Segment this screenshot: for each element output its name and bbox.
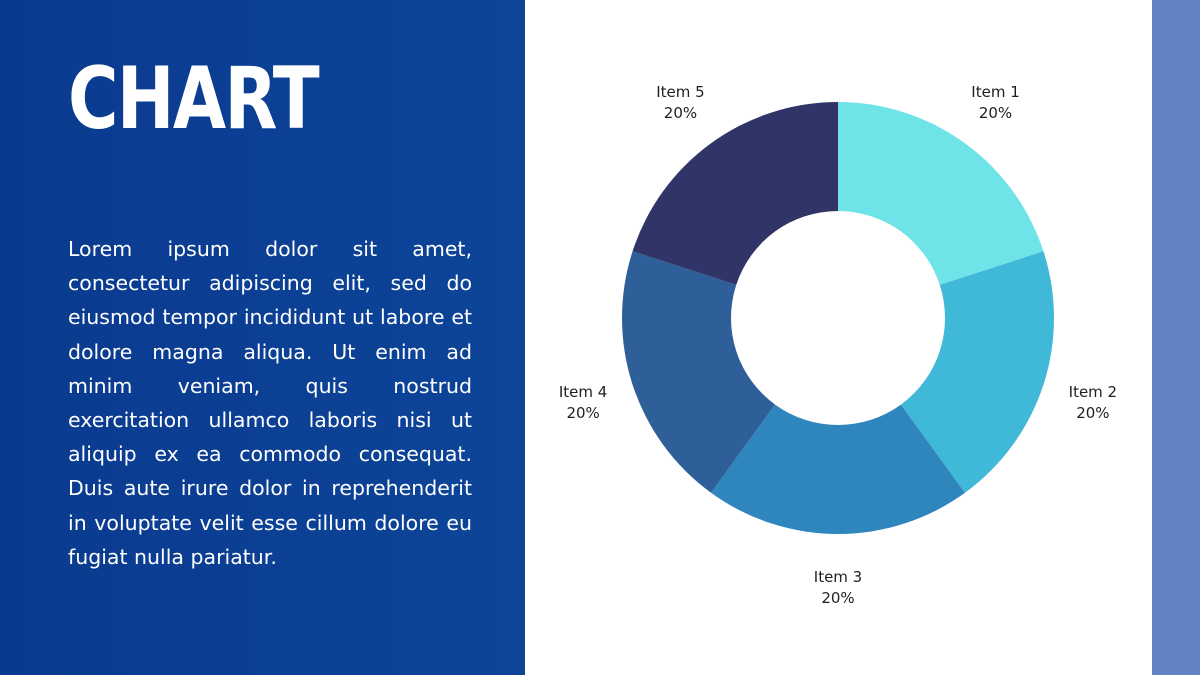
slice-label-4: Item 4 20% — [559, 383, 607, 422]
slice-label-value: 20% — [979, 104, 1012, 122]
slice-label-name: Item 4 — [559, 383, 607, 401]
slice-label-name: Item 1 — [971, 83, 1019, 101]
slice-label-name: Item 5 — [656, 83, 704, 101]
slice-label-2: Item 2 20% — [1069, 383, 1117, 422]
slide-body-text: Lorem ipsum dolor sit amet, consectetur … — [68, 237, 472, 569]
donut-slice-4 — [621, 251, 776, 493]
right-accent-strip — [1152, 0, 1200, 675]
slice-label-value: 20% — [664, 104, 697, 122]
slice-label-name: Item 2 — [1069, 383, 1117, 401]
donut-slice-1 — [838, 102, 1044, 285]
slice-label-3: Item 3 20% — [814, 568, 862, 607]
left-panel: CHART Lorem ipsum dolor sit amet, consec… — [0, 0, 525, 675]
donut-chart: Item 1 20%Item 2 20%Item 3 20%Item 4 20%Item… — [559, 83, 1117, 607]
slice-label-5: Item 5 20% — [656, 83, 704, 122]
slice-label-value: 20% — [821, 589, 854, 607]
slice-label-1: Item 1 20% — [971, 83, 1019, 122]
donut-slice-5 — [632, 102, 838, 285]
slide-title: CHART — [68, 49, 320, 149]
donut-slice-2 — [900, 251, 1054, 493]
donut-slice-3 — [711, 404, 965, 535]
slice-label-value: 20% — [1076, 404, 1109, 422]
slice-label-value: 20% — [566, 404, 599, 422]
slice-label-name: Item 3 — [814, 568, 862, 586]
